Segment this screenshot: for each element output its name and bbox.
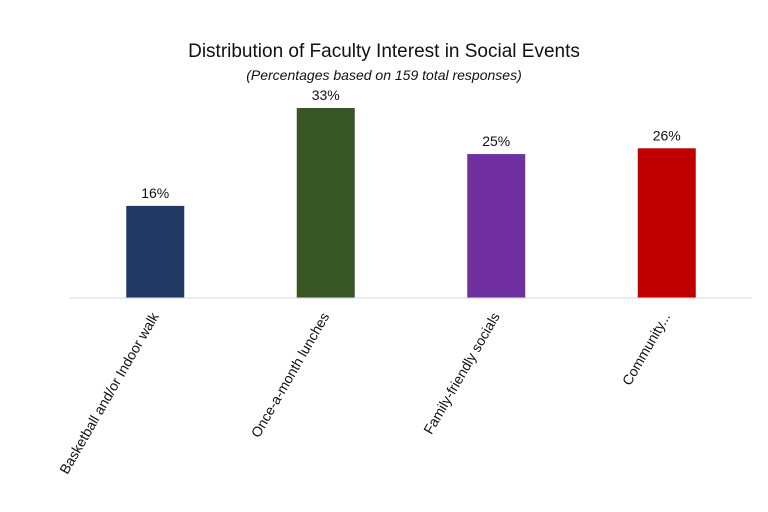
chart-title: Distribution of Faculty Interest in Soci…	[188, 41, 580, 62]
x-tick-label-3: Family-friendly socials	[420, 310, 503, 437]
chart-subtitle: (Percentages based on 159 total response…	[246, 67, 522, 83]
bar-4	[637, 148, 696, 298]
bar-3	[467, 154, 526, 298]
bar-2	[296, 108, 355, 298]
data-label-4: 26%	[653, 127, 681, 143]
data-label-2: 33%	[312, 87, 340, 103]
bar-chart: Distribution of Faculty Interest in Soci…	[56, 41, 752, 477]
data-label-3: 25%	[482, 133, 510, 149]
x-tick-label-4: Community...	[619, 310, 674, 389]
chart-frame: Distribution of Faculty Interest in Soci…	[0, 30, 768, 482]
data-label-1: 16%	[141, 185, 169, 201]
bars-group: 16% 33% 25% 26%	[126, 87, 696, 298]
x-tick-label-1: Basketball and/or Indoor walk	[56, 309, 162, 477]
bar-1	[126, 205, 185, 298]
x-tick-label-2: Once-a-month lunches	[248, 310, 333, 441]
x-tick-labels: Basketball and/or Indoor walk Once-a-mont…	[56, 309, 673, 477]
